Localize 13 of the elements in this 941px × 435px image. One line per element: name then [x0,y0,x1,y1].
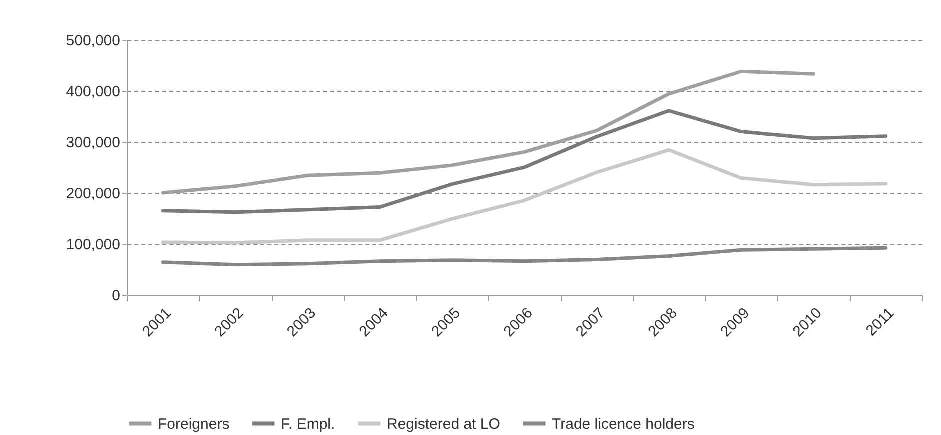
line-series [161,109,888,214]
y-tick-label: 400,000 [66,84,120,100]
y-tick-label: 300,000 [66,134,120,152]
legend-label: Foreigners [158,416,230,433]
legend-label: Trade licence holders [552,416,695,433]
legend-label: Registered at LO [387,416,500,433]
y-tick-label: 100,000 [66,236,120,254]
y-tick-label: 500,000 [66,32,120,50]
y-tick-label: 200,000 [66,186,120,202]
line-series [161,148,888,245]
legend-label: F. Empl. [281,416,336,433]
y-tick-label: 0 [112,288,120,304]
line-series [161,70,816,195]
